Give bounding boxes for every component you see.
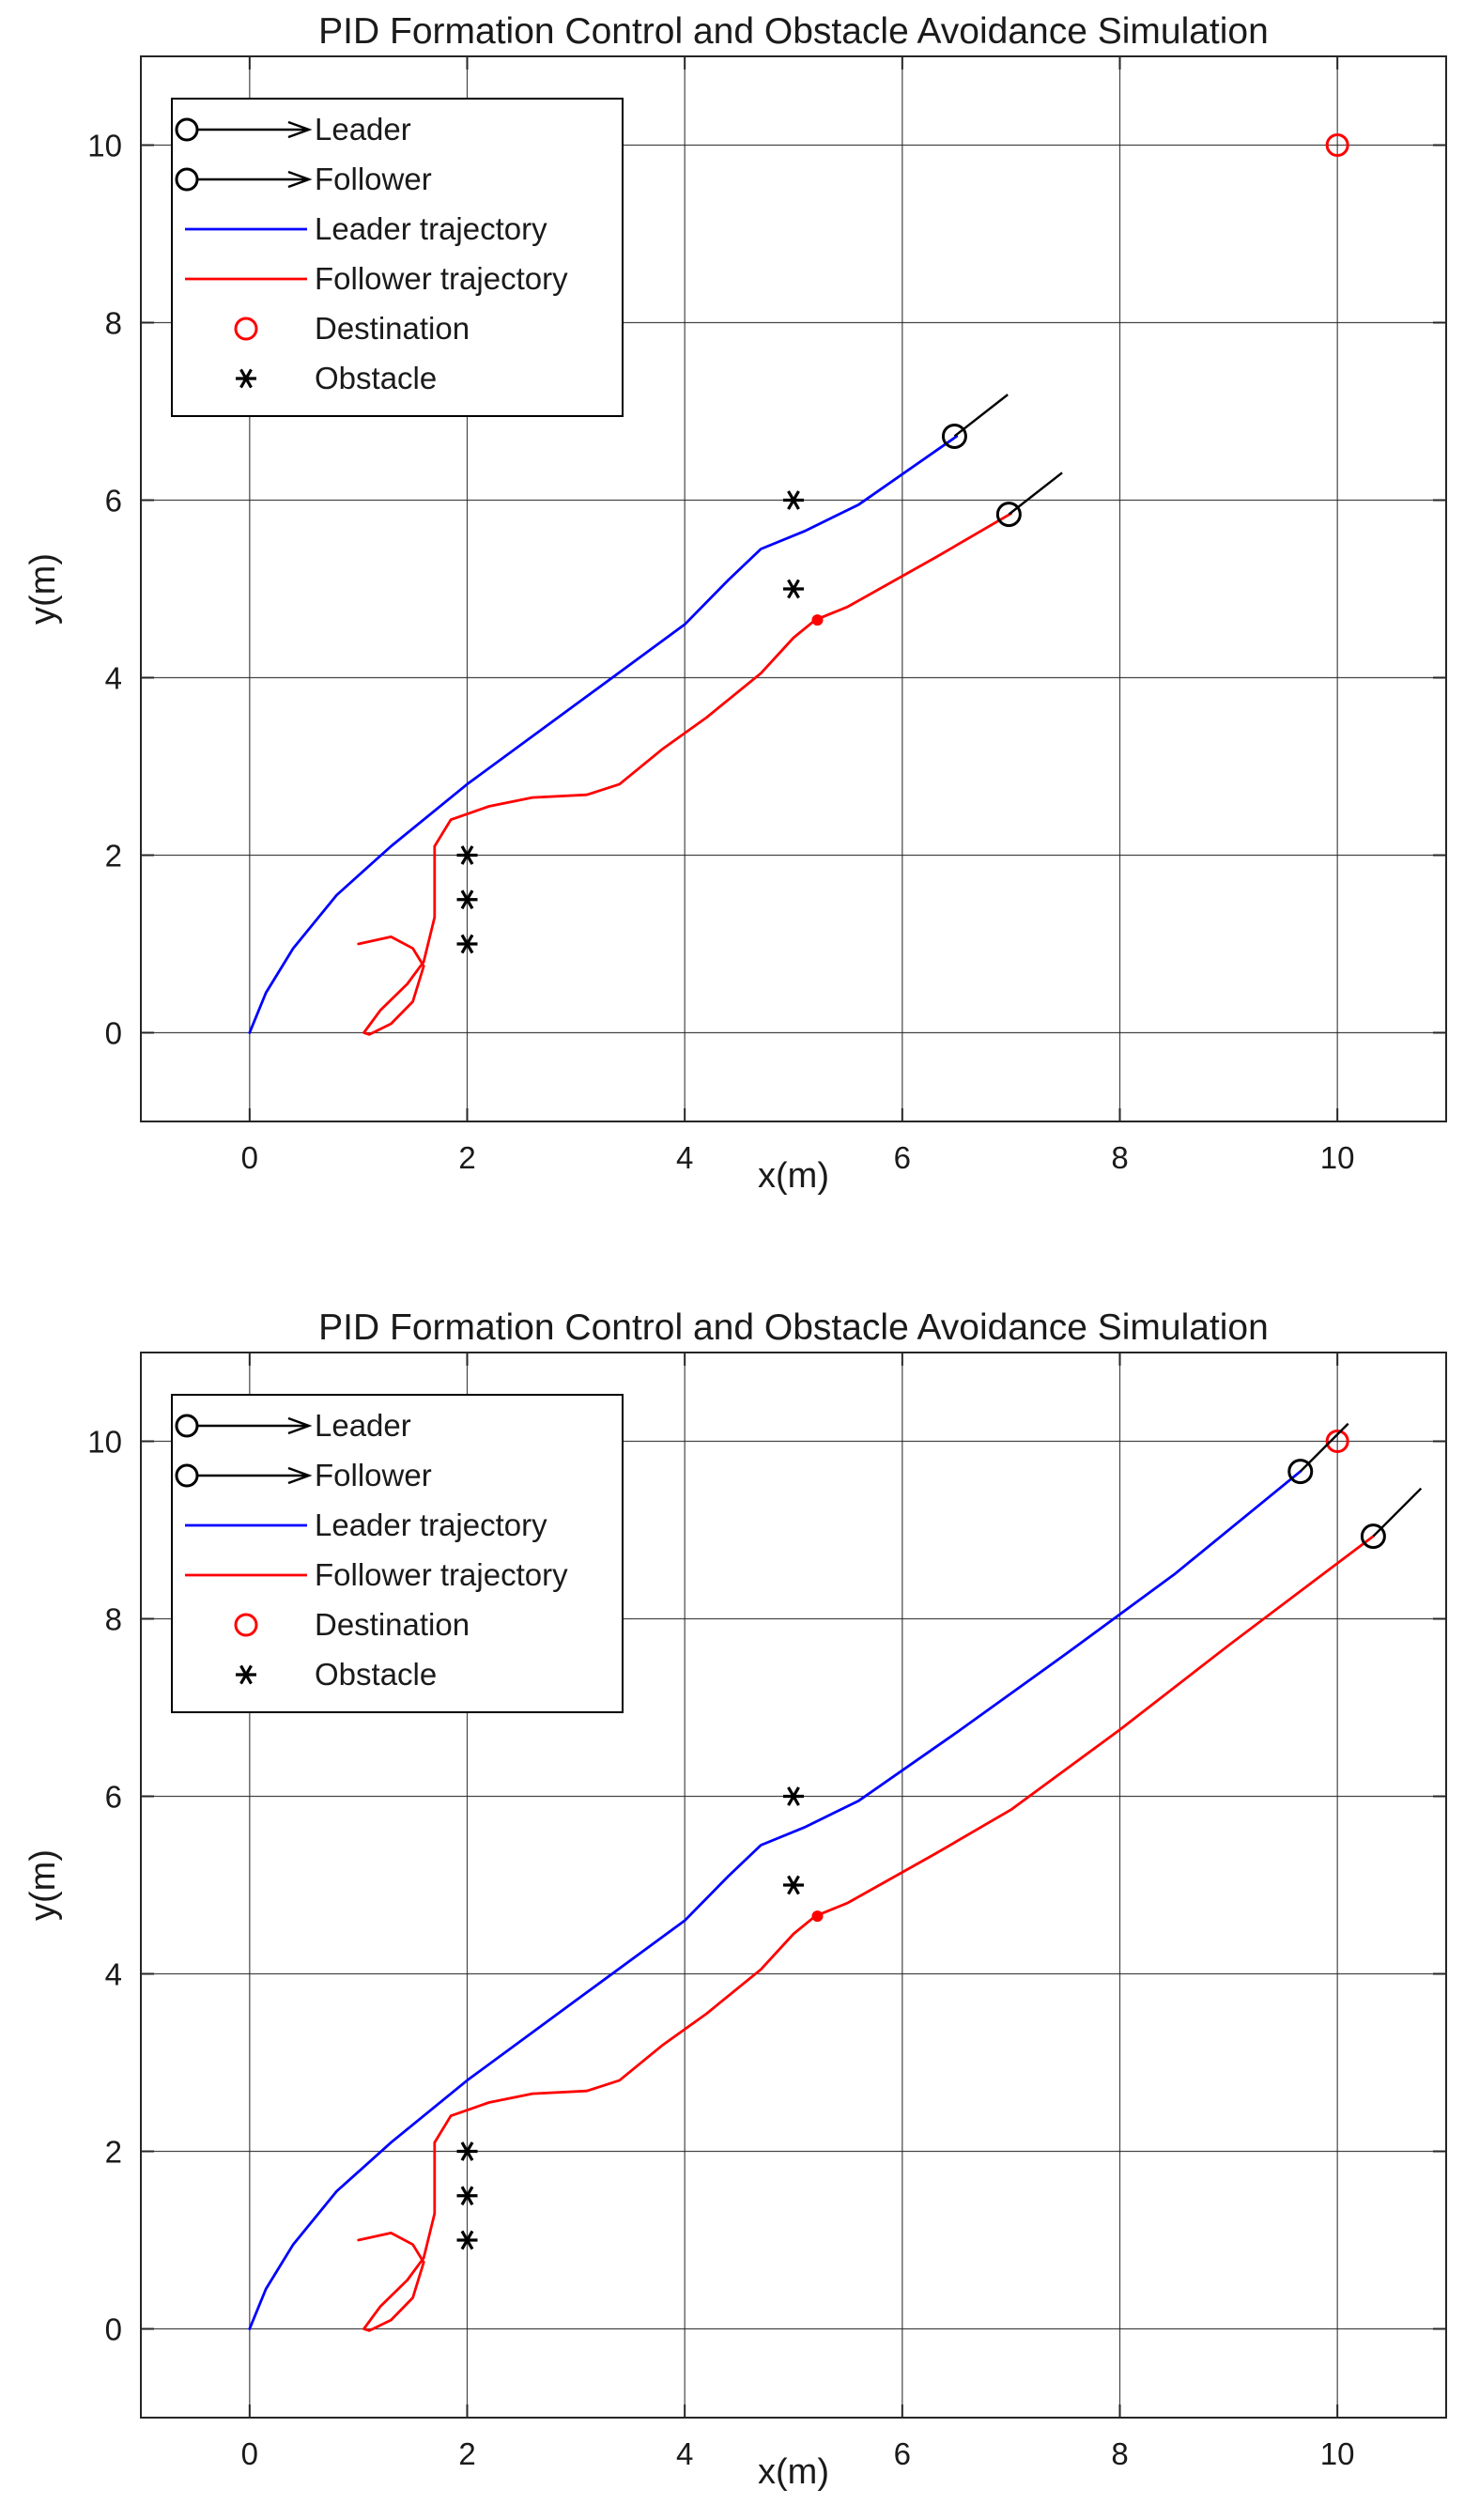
legend-box [171, 98, 624, 417]
legend-arrow-head [287, 120, 313, 139]
y-tick-label: 8 [105, 1602, 122, 1637]
obstacle-marker [783, 490, 804, 510]
legend-label: Follower trajectory [315, 1557, 568, 1592]
follower-trajectory-dot [811, 1910, 824, 1923]
legend-box [171, 1394, 624, 1713]
x-tick-label: 8 [1111, 1140, 1128, 1175]
x-tick-label: 10 [1320, 2436, 1355, 2471]
legend-label: Obstacle [315, 1657, 437, 1692]
legend-label: Leader trajectory [315, 1507, 547, 1542]
legend-label: Destination [315, 311, 470, 346]
y-tick-label: 6 [105, 1780, 122, 1815]
obstacle-marker [456, 2186, 478, 2206]
follower-trajectory-line [357, 512, 1013, 1036]
legend-obstacle-symbol [236, 368, 256, 389]
legend: Leader Follower Leader trajectory Follower … [171, 1394, 624, 1713]
obstacle-marker [456, 845, 478, 865]
y-tick-label: 10 [87, 1425, 122, 1460]
y-tick-label: 6 [105, 484, 122, 518]
legend-label: Leader [315, 1408, 411, 1443]
chart-title: PID Formation Control and Obstacle Avoid… [318, 1307, 1269, 1348]
chart-panel-2: 0 2 4 6 8 10 0 2 4 6 8 10 PID Formation Control and … [23, 1307, 1447, 2492]
obstacle-stroke [460, 934, 474, 954]
legend: Leader Follower Leader trajectory Follower … [171, 98, 624, 417]
obstacle-stroke [787, 490, 800, 510]
obstacle-stroke [460, 2186, 474, 2206]
chart-panel-1: 0 2 4 6 8 10 0 2 4 6 8 10 PID Formation Control and … [23, 11, 1447, 1196]
y-tick-label: 4 [105, 661, 122, 696]
leader-trajectory-line [248, 435, 959, 1034]
obstacle-marker [456, 2141, 478, 2161]
legend-destination-symbol [234, 1613, 258, 1637]
obstacle-marker [783, 579, 804, 599]
leader-position-marker [941, 423, 967, 449]
obstacle-marker [783, 1875, 804, 1895]
y-tick-label: 0 [105, 1016, 122, 1051]
obstacle-stroke [460, 2230, 474, 2250]
destination-marker [1325, 1430, 1349, 1453]
obstacle-stroke [239, 1664, 253, 1685]
legend-arrow-head [287, 1466, 313, 1485]
axes-frame [140, 55, 1447, 1122]
x-tick-label: 6 [894, 1140, 911, 1175]
obstacle-marker [456, 934, 478, 954]
leader-position-marker [1287, 1459, 1314, 1485]
x-axis-label: x(m) [758, 2452, 829, 2492]
obstacle-marker [456, 889, 478, 910]
x-tick-label: 2 [458, 1140, 475, 1175]
axes-frame [140, 1352, 1447, 2419]
legend-label: Leader trajectory [315, 211, 547, 246]
x-axis-label: x(m) [758, 1156, 829, 1196]
x-tick-label: 2 [458, 2436, 475, 2471]
y-tick-label: 8 [105, 306, 122, 341]
follower-trajectory-line [357, 1535, 1375, 2332]
x-tick-label: 0 [241, 2436, 258, 2471]
y-tick-label: 4 [105, 1957, 122, 1992]
y-tick-label: 0 [105, 2312, 122, 2347]
legend-robot-symbol [175, 117, 199, 142]
y-axis-label: y(m) [23, 553, 63, 625]
y-tick-label: 2 [105, 839, 122, 873]
obstacle-marker [783, 1786, 804, 1806]
legend-arrow-head [287, 1416, 313, 1435]
follower-trajectory-dot [811, 614, 824, 626]
obstacle-stroke [787, 1786, 800, 1806]
obstacle-stroke [239, 368, 253, 389]
legend-robot-symbol [175, 1463, 199, 1488]
obstacle-stroke [460, 2141, 474, 2161]
legend-label: Leader [315, 112, 411, 147]
obstacle-stroke [460, 889, 474, 910]
y-tick-label: 2 [105, 2135, 122, 2170]
x-tick-label: 10 [1320, 1140, 1355, 1175]
legend-arrow-head [287, 170, 313, 189]
legend-robot-symbol [175, 167, 199, 192]
x-tick-label: 8 [1111, 2436, 1128, 2471]
legend-label: Destination [315, 1607, 470, 1642]
obstacle-marker [456, 2230, 478, 2250]
y-axis-label: y(m) [23, 1849, 63, 1921]
y-tick-label: 10 [87, 129, 122, 163]
obstacle-stroke [787, 1875, 800, 1895]
follower-position-marker [995, 502, 1022, 528]
chart-title: PID Formation Control and Obstacle Avoid… [318, 11, 1269, 52]
legend-label: Follower trajectory [315, 261, 568, 296]
leader-trajectory-line [248, 1470, 1302, 2330]
x-tick-label: 4 [676, 2436, 693, 2471]
x-tick-label: 4 [676, 1140, 693, 1175]
legend-robot-symbol [175, 1414, 199, 1438]
follower-position-marker [1360, 1523, 1386, 1550]
legend-label: Follower [315, 162, 432, 196]
x-tick-label: 6 [894, 2436, 911, 2471]
legend-destination-symbol [234, 317, 258, 341]
x-tick-label: 0 [241, 1140, 258, 1175]
destination-marker [1325, 133, 1349, 157]
legend-label: Obstacle [315, 361, 437, 395]
obstacle-stroke [460, 845, 474, 865]
obstacle-stroke [787, 579, 800, 599]
legend-obstacle-symbol [236, 1664, 256, 1685]
legend-label: Follower [315, 1458, 432, 1492]
